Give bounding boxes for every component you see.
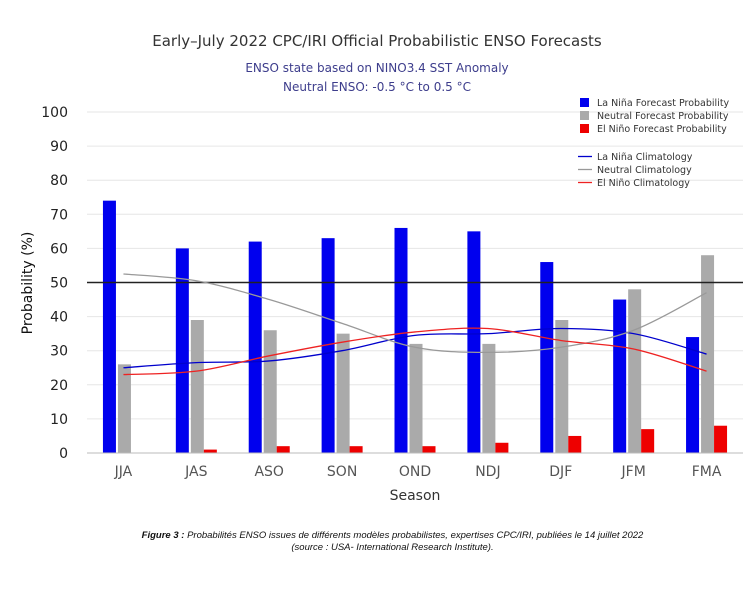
bar-el-jas [203, 449, 217, 453]
bar-la-jja [102, 200, 116, 453]
x-tick-label: ASO [254, 464, 283, 480]
figure-caption: Figure 3 : Probabilités ENSO issues de d… [60, 530, 725, 554]
bar-el-ndj [495, 442, 509, 453]
y-axis-ticks: 0 10 20 30 40 50 60 70 80 90 100 [41, 105, 68, 462]
x-tick-label: OND [399, 464, 431, 480]
bar-la-jas [175, 248, 189, 453]
legend-label: El Niño Forecast Probability [597, 124, 727, 135]
caption-label: Figure 3 : [141, 530, 185, 541]
enso-chart: Early–July 2022 CPC/IRI Official Probabi… [20, 32, 743, 504]
bar-el-son [349, 446, 363, 453]
x-axis-ticks: JJA JAS ASO SON OND NDJ DJF JFM FMA [114, 464, 722, 480]
bar-la-fma [686, 337, 700, 453]
legend-label: La Niña Forecast Probability [597, 98, 730, 109]
bar-la-son [321, 238, 335, 453]
y-tick-label: 80 [50, 173, 68, 189]
bar-neutral-ndj [482, 343, 496, 453]
x-tick-label: DJF [549, 464, 572, 480]
x-tick-label: JAS [184, 464, 207, 480]
bar-la-ond [394, 227, 408, 453]
climatology-line-2 [123, 327, 707, 376]
caption-source: (source : USA- International Research In… [291, 542, 494, 553]
bar-el-djf [568, 435, 582, 453]
y-tick-label: 0 [59, 446, 68, 462]
climatology-line-0 [123, 327, 707, 369]
legend-label: Neutral Forecast Probability [597, 111, 729, 122]
bar-la-jfm [613, 299, 627, 453]
legend: La Niña Forecast Probability Neutral Fore… [578, 98, 730, 189]
y-tick-label: 90 [50, 139, 68, 155]
legend-swatch [580, 98, 589, 107]
chart-title: Early–July 2022 CPC/IRI Official Probabi… [152, 32, 602, 50]
y-tick-label: 10 [50, 412, 68, 428]
caption-text: Probabilités ENSO issues de différents m… [184, 530, 644, 541]
bar-neutral-jas [190, 320, 204, 453]
y-axis-label: Probability (%) [20, 232, 36, 335]
y-tick-label: 50 [50, 276, 68, 292]
x-tick-label: NDJ [475, 464, 500, 480]
legend-label: El Niño Climatology [597, 178, 690, 189]
bar-la-djf [540, 262, 554, 453]
chart-subtitle-1: ENSO state based on NINO3.4 SST Anomaly [245, 61, 508, 75]
y-tick-label: 30 [50, 344, 68, 360]
bar-la-ndj [467, 231, 481, 453]
y-tick-label: 70 [50, 207, 68, 223]
climatology-lines [123, 273, 707, 376]
legend-swatch [580, 124, 589, 133]
chart-subtitle-2: Neutral ENSO: -0.5 °C to 0.5 °C [283, 80, 471, 94]
x-tick-label: FMA [692, 464, 722, 480]
bar-neutral-fma [701, 255, 715, 453]
bar-neutral-jja [117, 364, 131, 453]
bar-el-aso [276, 446, 290, 453]
bar-el-fma [714, 425, 728, 453]
climatology-line-1 [123, 273, 707, 354]
legend-label: La Niña Climatology [597, 152, 693, 163]
bar-neutral-jfm [628, 289, 642, 453]
bar-el-jfm [641, 429, 655, 453]
x-axis-label: Season [390, 488, 441, 504]
x-tick-label: JFM [621, 464, 646, 480]
y-tick-label: 100 [41, 105, 68, 121]
x-tick-label: JJA [114, 464, 133, 480]
bar-neutral-son [336, 333, 350, 453]
legend-swatch [580, 111, 589, 120]
bar-el-ond [422, 446, 436, 453]
bar-la-aso [248, 241, 262, 453]
reference-lines [87, 281, 743, 454]
y-tick-label: 40 [50, 310, 68, 326]
x-tick-label: SON [327, 464, 357, 480]
bar-neutral-aso [263, 330, 277, 453]
bar-neutral-djf [555, 320, 569, 453]
bar-neutral-ond [409, 343, 423, 453]
y-tick-label: 60 [50, 241, 68, 257]
y-tick-label: 20 [50, 378, 68, 394]
bars [102, 200, 728, 453]
legend-label: Neutral Climatology [597, 165, 692, 176]
